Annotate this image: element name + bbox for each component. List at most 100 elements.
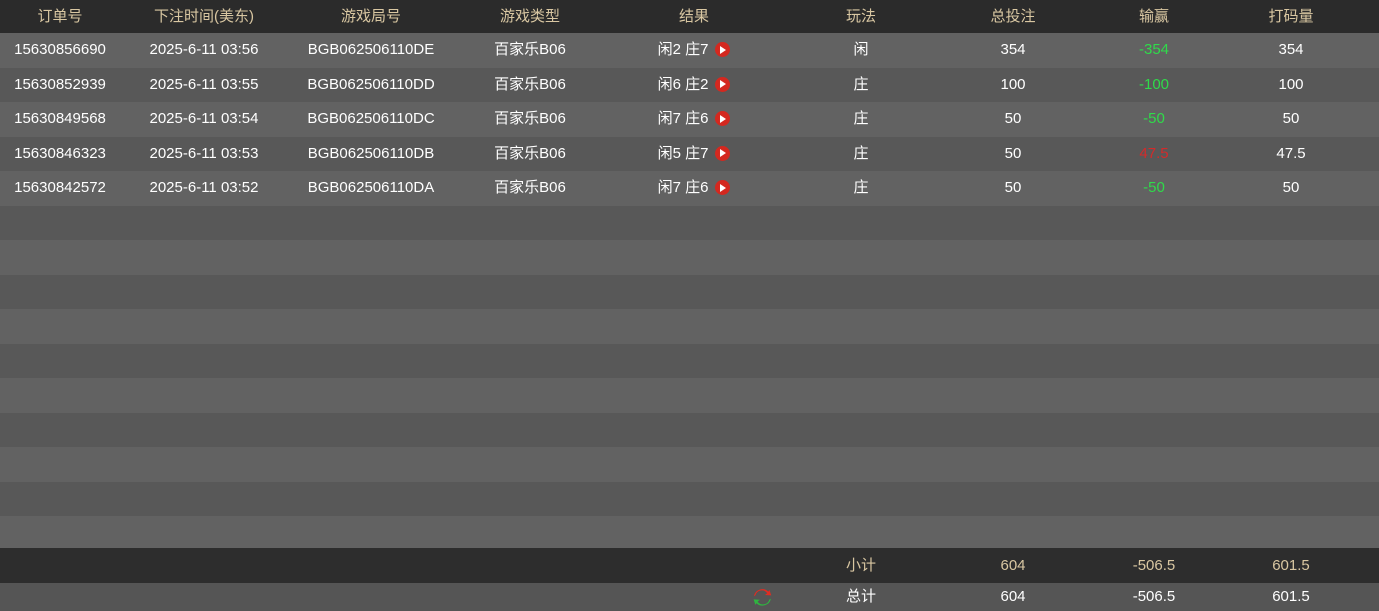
cell-empty <box>120 274 288 309</box>
cell-empty <box>606 240 782 275</box>
play-circle-icon[interactable] <box>715 42 731 57</box>
cell-gametype: 百家乐B06 <box>454 33 606 68</box>
column-header-status[interactable]: 状态 <box>1360 0 1379 33</box>
cell-order: 15630849568 <box>0 102 120 137</box>
cell-empty <box>782 412 940 447</box>
cell-bet: 100 <box>940 67 1086 102</box>
cell-order: 15630846323 <box>0 136 120 171</box>
cell-play: 庄 <box>782 102 940 137</box>
cell-empty <box>940 516 1086 551</box>
cell-bet: 50 <box>940 171 1086 206</box>
column-header-bet[interactable]: 总投注 <box>940 0 1086 33</box>
table-footer: 小计 604 -506.5 601.5 <box>0 548 1379 611</box>
table-row-empty <box>0 481 1379 516</box>
cell-empty <box>288 447 454 482</box>
table-header-row: 订单号 下注时间(美东) 游戏局号 游戏类型 结果 玩法 总投注 输赢 打码量 … <box>0 0 1379 33</box>
cell-empty <box>1360 447 1379 482</box>
table-row[interactable]: 15630846323 2025-6-11 03:53 BGB062506110DB… <box>0 136 1379 171</box>
result-text: 闲5 庄7 <box>657 144 709 162</box>
cell-status: 已派彩 <box>1360 33 1379 68</box>
cell-play: 庄 <box>782 171 940 206</box>
cell-empty <box>940 481 1086 516</box>
cell-result: 闲2 庄7 <box>606 33 782 68</box>
column-header-rollover[interactable]: 打码量 <box>1222 0 1360 33</box>
cell-empty <box>1222 205 1360 240</box>
cell-gametype: 百家乐B06 <box>454 136 606 171</box>
cell-empty <box>454 481 606 516</box>
cell-empty <box>782 274 940 309</box>
cell-winloss: -50 <box>1086 171 1222 206</box>
cell-empty <box>1360 481 1379 516</box>
total-blank-gametype <box>454 583 606 611</box>
cell-empty <box>288 516 454 551</box>
cell-play: 闲 <box>782 33 940 68</box>
cell-empty <box>1086 412 1222 447</box>
cell-empty <box>1086 309 1222 344</box>
cell-rollover: 50 <box>1222 171 1360 206</box>
play-circle-icon[interactable] <box>715 76 731 92</box>
column-header-play[interactable]: 玩法 <box>782 0 940 33</box>
cell-empty <box>120 516 288 551</box>
column-header-order[interactable]: 订单号 <box>0 0 120 33</box>
cell-empty <box>1086 378 1222 413</box>
cell-empty <box>782 309 940 344</box>
cell-empty <box>1086 447 1222 482</box>
column-header-time[interactable]: 下注时间(美东) <box>120 0 288 33</box>
table-row[interactable]: 15630852939 2025-6-11 03:55 BGB062506110DD… <box>0 67 1379 102</box>
cell-empty <box>0 412 120 447</box>
cell-empty <box>288 412 454 447</box>
cell-order: 15630842572 <box>0 171 120 206</box>
cell-empty <box>606 516 782 551</box>
cell-empty <box>1360 240 1379 275</box>
column-header-result[interactable]: 结果 <box>606 0 782 33</box>
cell-round: BGB062506110DE <box>288 33 454 68</box>
cell-empty <box>606 481 782 516</box>
cell-empty <box>1222 343 1360 378</box>
cell-time: 2025-6-11 03:53 <box>120 136 288 171</box>
column-header-winloss[interactable]: 输赢 <box>1086 0 1222 33</box>
cell-status: 已派彩 <box>1360 67 1379 102</box>
subtotal-blank-round <box>288 548 454 583</box>
cell-empty <box>288 378 454 413</box>
cell-empty <box>782 343 940 378</box>
cell-time: 2025-6-11 03:56 <box>120 33 288 68</box>
table-row[interactable]: 15630849568 2025-6-11 03:54 BGB062506110DC… <box>0 102 1379 137</box>
table-row[interactable]: 15630842572 2025-6-11 03:52 BGB062506110DA… <box>0 171 1379 206</box>
column-header-gametype[interactable]: 游戏类型 <box>454 0 606 33</box>
table-row[interactable]: 15630856690 2025-6-11 03:56 BGB062506110DE… <box>0 33 1379 68</box>
cell-bet: 50 <box>940 102 1086 137</box>
cell-empty <box>1086 240 1222 275</box>
cell-empty <box>454 447 606 482</box>
subtotal-blank-result <box>606 548 782 583</box>
cell-empty <box>1222 240 1360 275</box>
cell-round: BGB062506110DC <box>288 102 454 137</box>
cell-empty <box>606 343 782 378</box>
column-header-round[interactable]: 游戏局号 <box>288 0 454 33</box>
cell-empty <box>454 516 606 551</box>
cell-empty <box>940 309 1086 344</box>
cell-status: 已派彩 <box>1360 171 1379 206</box>
cell-time: 2025-6-11 03:52 <box>120 171 288 206</box>
subtotal-blank-time <box>120 548 288 583</box>
result-text: 闲7 庄6 <box>657 179 709 196</box>
cell-empty <box>1086 481 1222 516</box>
swap-refresh-icon[interactable] <box>753 588 772 606</box>
subtotal-rollover: 601.5 <box>1222 548 1360 583</box>
cell-empty <box>0 516 120 551</box>
play-circle-icon[interactable] <box>715 180 731 195</box>
play-circle-icon[interactable] <box>715 111 731 126</box>
cell-bet: 354 <box>940 33 1086 68</box>
total-bet: 604 <box>940 583 1086 611</box>
cell-empty <box>782 205 940 240</box>
play-circle-icon[interactable] <box>715 145 731 161</box>
cell-empty <box>120 240 288 275</box>
cell-round: BGB062506110DD <box>288 67 454 102</box>
cell-empty <box>606 274 782 309</box>
total-label: 总计 <box>782 583 940 611</box>
cell-empty <box>782 481 940 516</box>
result-text: 闲2 庄7 <box>657 41 709 58</box>
cell-result: 闲7 庄6 <box>606 171 782 206</box>
cell-empty <box>0 309 120 344</box>
cell-order: 15630852939 <box>0 67 120 102</box>
cell-empty <box>1360 378 1379 413</box>
